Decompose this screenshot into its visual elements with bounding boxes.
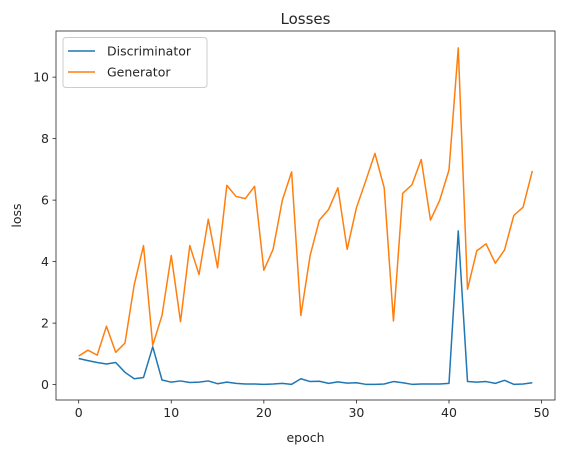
y-tick-label: 2 <box>41 316 49 331</box>
legend-label-generator: Generator <box>107 65 171 80</box>
chart-title: Losses <box>281 10 331 28</box>
x-tick-label: 30 <box>348 405 364 420</box>
x-axis-label: epoch <box>286 430 324 445</box>
series-line-generator <box>78 47 534 357</box>
x-tick-label: 40 <box>441 405 457 420</box>
x-tick-label: 20 <box>256 405 272 420</box>
y-axis: 0 2 4 6 8 10 <box>33 70 56 392</box>
x-tick-label: 50 <box>534 405 550 420</box>
plot-lines <box>78 47 534 386</box>
legend-label-discriminator: Discriminator <box>107 44 192 59</box>
y-tick-label: 0 <box>41 377 49 392</box>
y-tick-label: 10 <box>33 70 49 85</box>
y-tick-label: 4 <box>41 254 49 269</box>
x-axis: 0 10 20 30 40 50 <box>75 400 550 420</box>
y-tick-label: 8 <box>41 131 49 146</box>
legend: Discriminator Generator <box>62 37 208 88</box>
plot-frame <box>55 30 556 401</box>
y-tick-label: 6 <box>41 193 49 208</box>
y-axis-label: loss <box>9 203 24 227</box>
series-line-discriminator <box>78 230 533 386</box>
legend-box <box>62 37 208 88</box>
x-tick-label: 0 <box>75 405 83 420</box>
x-tick-label: 10 <box>163 405 179 420</box>
